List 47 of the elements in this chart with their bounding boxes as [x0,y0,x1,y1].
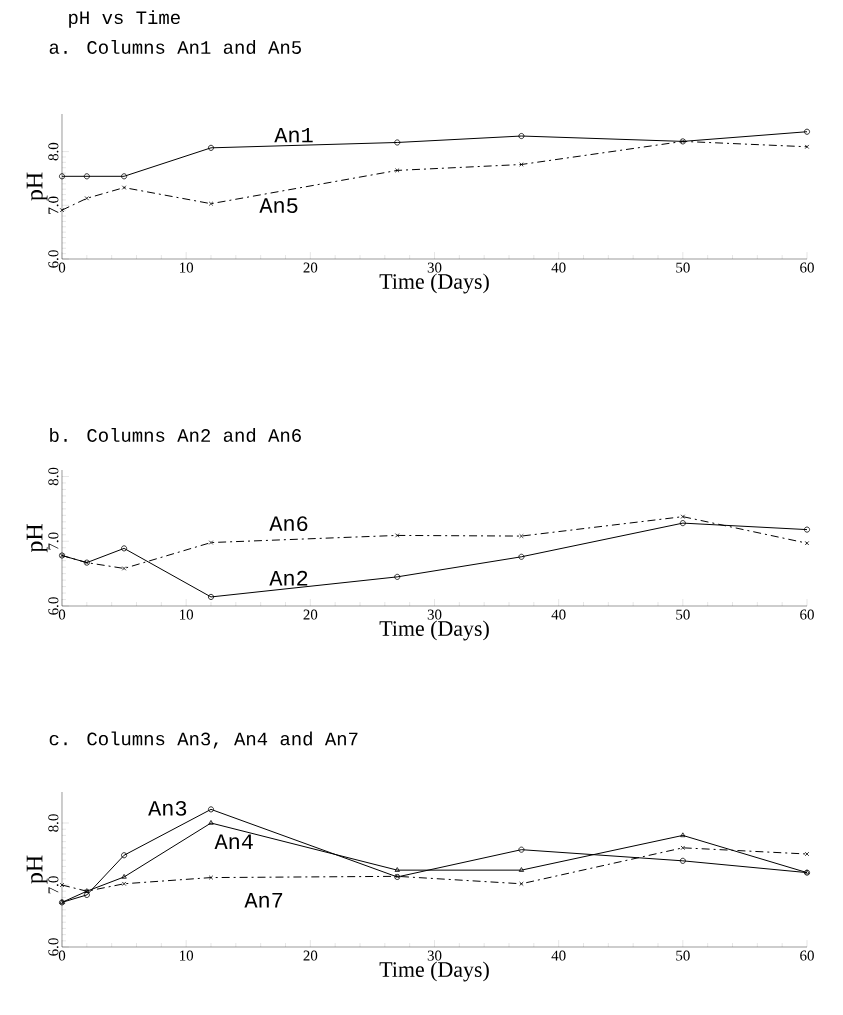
x-tick-label: 0 [58,950,66,961]
y-tick-label: 8.0 [48,467,59,486]
x-tick-label: 20 [303,262,318,273]
y-axis-title: pH [26,172,48,201]
x-tick-label: 50 [676,609,690,620]
y-axis-title: pH [26,855,48,884]
series-label: An4 [214,834,253,849]
x-tick-label: 0 [58,262,66,273]
chart-subtitle: a. Columns An1 and An5 [49,40,301,54]
chart-title: c. Columns An3, An4 and An7 [49,731,358,749]
chart-title: pH vs Time [69,10,180,28]
x-tick-label: 30 [427,262,442,273]
chart-title: b. Columns An2 and An6 [50,428,301,442]
y-tick-label: 7.0 [48,876,59,894]
y-axis-title: pH [26,524,48,553]
x-tick-label: 40 [551,262,566,273]
y-tick-label: 7.0 [48,196,59,214]
x-tick-label: 10 [180,950,194,961]
x-tick-label: 50 [676,950,690,961]
series-label: An2 [269,570,308,586]
x-axis-title: Time (Days) [379,961,489,982]
y-tick-label: 6.0 [48,938,59,956]
y-tick-label: 8.0 [48,814,59,832]
y-tick-label: 6.0 [48,597,59,615]
y-tick-label: 6.0 [48,250,59,268]
x-axis-title: Time (Days) [379,620,489,641]
x-tick-label: 0 [58,609,66,620]
series-label: An7 [244,893,283,908]
y-tick-label: 7.0 [48,532,59,550]
x-axis-title: Time (Days) [379,273,489,294]
x-tick-label: 30 [427,950,442,961]
y-tick-label: 8.0 [48,142,59,161]
series-label: An1 [274,127,313,143]
x-tick-label: 60 [800,609,814,620]
x-tick-label: 60 [800,950,814,961]
series-label: An3 [148,800,187,816]
x-tick-label: 10 [180,609,194,620]
x-tick-label: 50 [676,262,690,273]
x-tick-label: 40 [551,950,566,961]
x-tick-label: 30 [427,609,442,620]
series-label: An6 [269,516,308,532]
x-tick-label: 60 [800,262,814,273]
series-label: An5 [259,198,298,214]
x-tick-label: 10 [180,262,194,273]
x-tick-label: 20 [303,950,318,961]
x-tick-label: 20 [303,609,318,620]
x-tick-label: 40 [551,609,566,620]
